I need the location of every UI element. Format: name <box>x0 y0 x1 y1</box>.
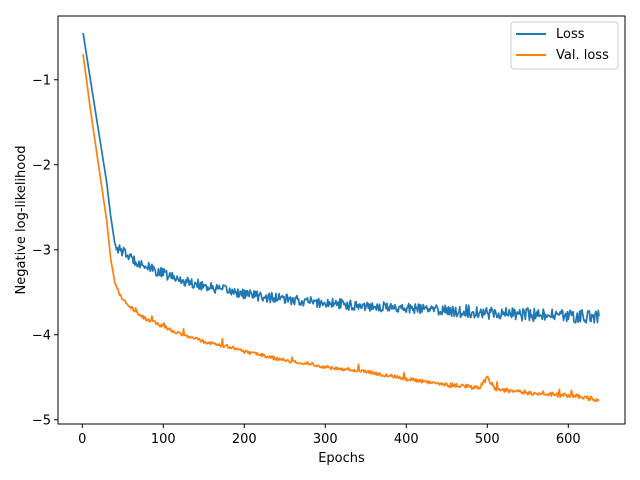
legend-label-val-loss: Val. loss <box>556 48 609 63</box>
x-tick-label: 300 <box>313 432 338 447</box>
x-axis-ticks: 0 100 200 300 400 500 600 <box>78 424 581 447</box>
legend: Loss Val. loss <box>510 21 619 70</box>
x-tick-label: 400 <box>394 432 419 447</box>
x-tick-label: 200 <box>232 432 257 447</box>
series-line-val-loss <box>82 54 600 403</box>
y-tick-label: −3 <box>32 243 51 258</box>
y-axis-ticks: −5 −4 −3 −2 −1 <box>32 73 58 428</box>
y-tick-label: −1 <box>32 73 51 88</box>
y-tick-label: −4 <box>32 328 51 343</box>
x-tick-label: 100 <box>151 432 176 447</box>
x-tick-label: 600 <box>556 432 581 447</box>
plot-area <box>58 16 625 424</box>
legend-label-loss: Loss <box>556 27 585 42</box>
series-line-loss <box>82 32 600 324</box>
y-tick-label: −2 <box>32 158 51 173</box>
y-tick-label: −5 <box>32 413 51 428</box>
x-axis-label: Epochs <box>318 451 365 466</box>
y-axis-label: Negative log-likelihood <box>14 146 29 295</box>
series-layer <box>82 32 600 403</box>
x-tick-label: 0 <box>78 432 86 447</box>
x-tick-label: 500 <box>475 432 500 447</box>
plot-frame <box>57 15 626 425</box>
